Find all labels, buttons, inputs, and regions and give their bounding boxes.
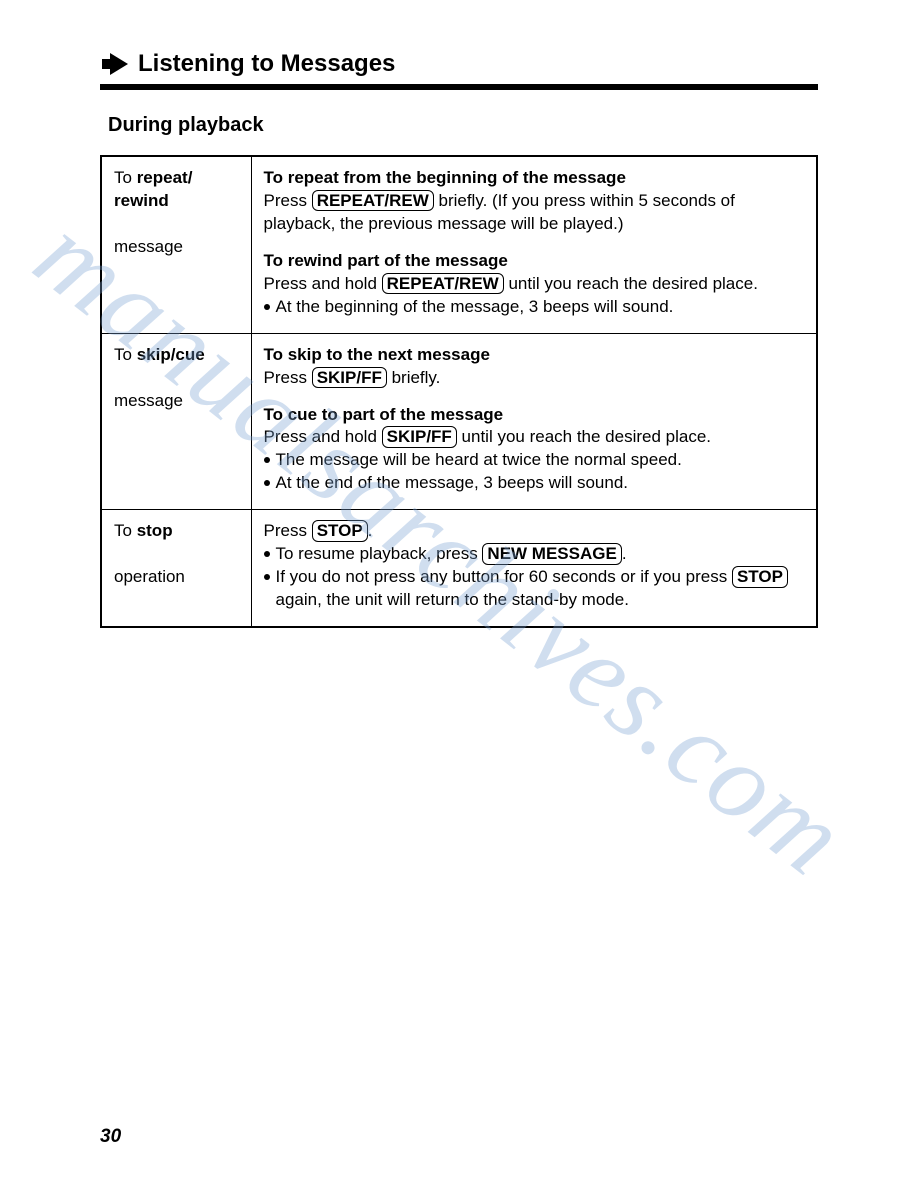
instruction-bullet: At the end of the message, 3 beeps will … [264,472,805,495]
instruction-bullet: To resume playback, press NEW MESSAGE. [264,543,805,566]
subheading: During playback [108,114,858,137]
instruction-block: To repeat from the beginning of the mess… [264,167,805,236]
stop-button-label: STOP [312,520,368,542]
row-instructions: To skip to the next messagePress SKIP/FF… [251,333,817,510]
instruction-block: To skip to the next messagePress SKIP/FF… [264,344,805,390]
bullet-icon [264,574,270,580]
instruction-text: Press and hold SKIP/FF until you reach t… [264,426,805,449]
bullet-icon [264,457,270,463]
arrow-right-icon [110,53,128,75]
bullet-text: At the end of the message, 3 beeps will … [276,472,629,495]
page-title: Listening to Messages [138,50,395,78]
bullet-icon [264,480,270,486]
page-header: Listening to Messages [60,50,858,78]
new-message-button-label: NEW MESSAGE [482,543,621,565]
instruction-text: Press REPEAT/REW briefly. (If you press … [264,190,805,236]
skip-ff-button-label: SKIP/FF [312,367,387,389]
instruction-bullet: At the beginning of the message, 3 beeps… [264,296,805,319]
repeat-rew-button-label: REPEAT/REW [312,190,434,212]
table-row: To skip/cuemessage To skip to the next me… [101,333,817,510]
instruction-title: To skip to the next message [264,344,805,367]
skip-ff-button-label: SKIP/FF [382,426,457,448]
header-rule [100,84,818,90]
row-action-label: To repeat/rewindmessage [101,156,251,333]
instruction-bullet: The message will be heard at twice the n… [264,449,805,472]
row-instructions: To repeat from the beginning of the mess… [251,156,817,333]
row-action-label: To skip/cuemessage [101,333,251,510]
row-action-label: To stopoperation [101,510,251,627]
page-number: 30 [100,1126,121,1148]
table-row: To repeat/rewindmessage To repeat from th… [101,156,817,333]
instruction-bullet: If you do not press any button for 60 se… [264,566,805,612]
table-row: To stopoperationPress STOP.To resume pla… [101,510,817,627]
instruction-text: Press and hold REPEAT/REW until you reac… [264,273,805,296]
bullet-text: To resume playback, press NEW MESSAGE. [276,543,627,566]
instruction-table: To repeat/rewindmessage To repeat from th… [100,155,818,628]
bullet-icon [264,551,270,557]
bullet-text: If you do not press any button for 60 se… [276,566,805,612]
instruction-title: To cue to part of the message [264,404,805,427]
bullet-icon [264,304,270,310]
instruction-text: Press SKIP/FF briefly. [264,367,805,390]
instruction-text: Press STOP. [264,520,805,543]
instruction-title: To repeat from the beginning of the mess… [264,167,805,190]
stop-button-label: STOP [732,566,788,588]
instruction-block: To cue to part of the messagePress and h… [264,404,805,496]
instruction-table-wrap: To repeat/rewindmessage To repeat from th… [100,155,818,628]
instruction-block: Press STOP.To resume playback, press NEW… [264,520,805,612]
bullet-text: At the beginning of the message, 3 beeps… [276,296,674,319]
instruction-title: To rewind part of the message [264,250,805,273]
repeat-rew-button-label: REPEAT/REW [382,273,504,295]
bullet-text: The message will be heard at twice the n… [276,449,682,472]
instruction-block: To rewind part of the messagePress and h… [264,250,805,319]
row-instructions: Press STOP.To resume playback, press NEW… [251,510,817,627]
